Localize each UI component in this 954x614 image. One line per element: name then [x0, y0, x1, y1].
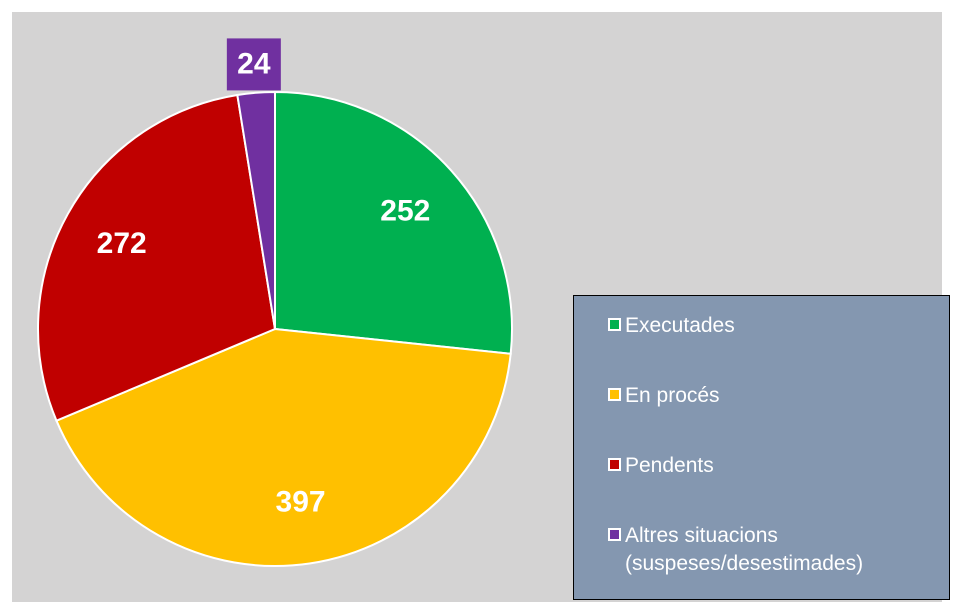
legend-label: En procés — [625, 384, 720, 407]
pie-slice — [55, 327, 512, 567]
legend-entry: Pendents — [608, 452, 949, 522]
pie-slice — [274, 90, 513, 355]
legend-swatch — [608, 458, 621, 471]
data-label: 272 — [97, 227, 147, 260]
legend-entry: En procés — [608, 382, 949, 452]
legend-label: Executades — [625, 314, 735, 337]
legend-label: Pendents — [625, 454, 714, 477]
legend-entry: Executades — [608, 312, 949, 382]
legend-entry: Altres situacions (suspeses/desestimades… — [608, 522, 949, 592]
legend-label: Altres situacions (suspeses/desestimades… — [625, 524, 864, 575]
data-label: 252 — [380, 195, 430, 228]
legend-swatch — [608, 388, 621, 401]
data-label: 24 — [237, 47, 271, 80]
pie-slice — [236, 90, 276, 330]
data-label-box — [226, 38, 281, 91]
legend-swatch — [608, 318, 621, 331]
data-label: 397 — [276, 485, 326, 518]
legend: Executades En procés Pendents Altres situac… — [573, 295, 950, 600]
pie-slice — [37, 93, 277, 423]
legend-swatch — [608, 528, 621, 541]
